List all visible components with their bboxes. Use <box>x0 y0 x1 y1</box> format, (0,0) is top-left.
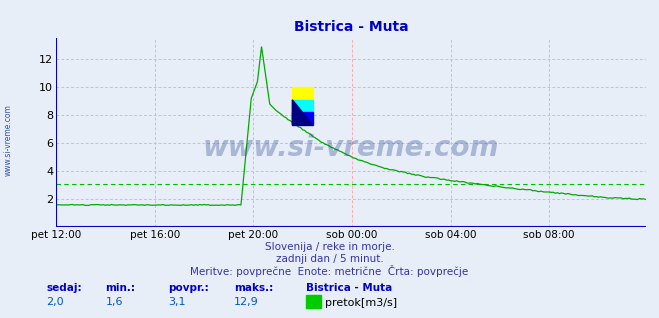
Text: min.:: min.: <box>105 283 136 293</box>
Text: Bistrica - Muta: Bistrica - Muta <box>306 283 393 293</box>
Text: 1,6: 1,6 <box>105 297 123 307</box>
Title: Bistrica - Muta: Bistrica - Muta <box>294 20 408 34</box>
Text: zadnji dan / 5 minut.: zadnji dan / 5 minut. <box>275 254 384 264</box>
Text: 3,1: 3,1 <box>168 297 186 307</box>
Text: sedaj:: sedaj: <box>46 283 82 293</box>
Text: www.si-vreme.com: www.si-vreme.com <box>4 104 13 176</box>
Bar <box>293 100 313 113</box>
Text: 12,9: 12,9 <box>234 297 259 307</box>
Bar <box>293 87 313 100</box>
Text: www.si-vreme.com: www.si-vreme.com <box>203 134 499 162</box>
Text: 2,0: 2,0 <box>46 297 64 307</box>
Text: povpr.:: povpr.: <box>168 283 209 293</box>
Bar <box>293 113 313 125</box>
Text: pretok[m3/s]: pretok[m3/s] <box>325 298 397 308</box>
Text: maks.:: maks.: <box>234 283 273 293</box>
Text: Slovenija / reke in morje.: Slovenija / reke in morje. <box>264 242 395 252</box>
Polygon shape <box>293 100 313 125</box>
Text: Meritve: povprečne  Enote: metrične  Črta: povprečje: Meritve: povprečne Enote: metrične Črta:… <box>190 265 469 277</box>
